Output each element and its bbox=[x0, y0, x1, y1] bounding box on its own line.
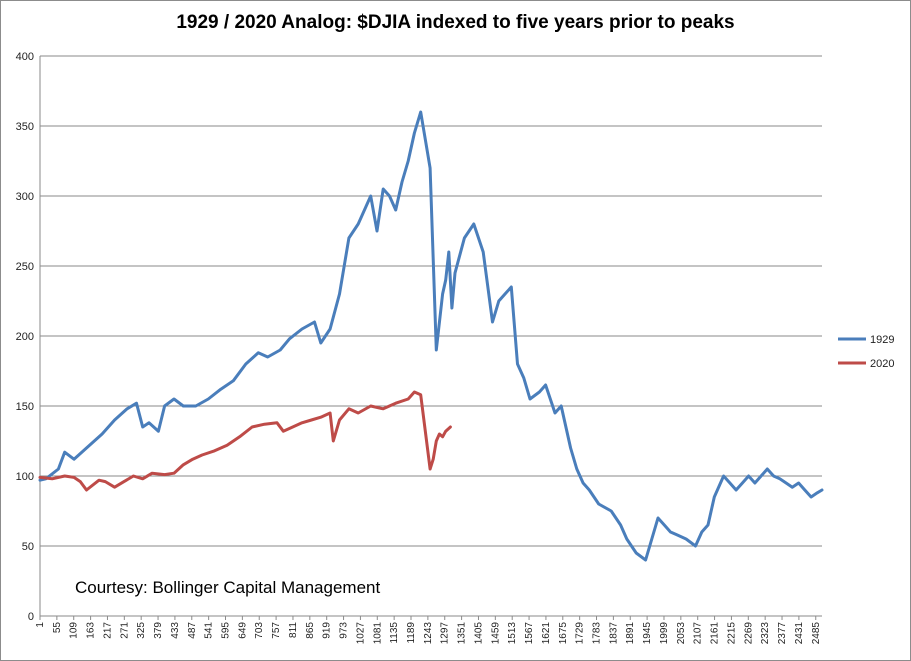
y-tick-label: 400 bbox=[16, 51, 34, 63]
x-tick-label: 1 bbox=[35, 622, 46, 628]
x-tick-label: 1243 bbox=[423, 622, 434, 645]
x-tick-label: 2053 bbox=[676, 622, 687, 645]
axes bbox=[39, 56, 822, 620]
x-tick-label: 811 bbox=[288, 622, 299, 638]
x-tick-label: 2323 bbox=[760, 622, 771, 645]
x-tick-label: 1351 bbox=[457, 622, 468, 645]
x-tick-label: 919 bbox=[322, 622, 333, 639]
y-tick-label: 250 bbox=[16, 261, 34, 273]
x-tick-label: 379 bbox=[153, 622, 164, 639]
x-tick-label: 163 bbox=[86, 622, 97, 639]
x-tick-label: 271 bbox=[119, 622, 130, 639]
x-tick-label: 1405 bbox=[473, 622, 484, 645]
x-tick-label: 1513 bbox=[507, 622, 518, 645]
x-tick-label: 649 bbox=[237, 622, 248, 639]
x-tick-label: 1675 bbox=[558, 622, 569, 645]
y-tick-label: 0 bbox=[28, 611, 34, 623]
x-tick-label: 1945 bbox=[642, 622, 653, 645]
x-tick-label: 109 bbox=[69, 622, 80, 639]
x-tick-label: 1459 bbox=[490, 622, 501, 645]
x-tick-labels: 1 55 109 163 217 271 325 379 433 487 541 595 649 703 7… bbox=[35, 622, 822, 645]
y-tick-label: 150 bbox=[16, 401, 34, 413]
y-tick-labels: 0 50 100 150 200 250 300 350 400 bbox=[16, 51, 34, 623]
x-tick-label: 1189 bbox=[406, 622, 417, 644]
x-tick-label: 757 bbox=[271, 622, 282, 639]
x-tick-label: 1567 bbox=[524, 622, 535, 645]
x-tick-label: 2377 bbox=[777, 622, 788, 645]
x-tick-label: 2107 bbox=[693, 622, 704, 645]
legend-label-1929: 1929 bbox=[870, 334, 894, 346]
y-tick-label: 200 bbox=[16, 331, 34, 343]
x-tick-label: 541 bbox=[204, 622, 215, 639]
x-tick-label: 595 bbox=[221, 622, 232, 639]
x-tick-label: 433 bbox=[170, 622, 181, 639]
gridlines bbox=[40, 55, 822, 547]
x-tick-label: 1891 bbox=[625, 622, 636, 645]
x-tick-label: 1135 bbox=[389, 622, 400, 644]
x-tick-label: 1783 bbox=[592, 622, 603, 645]
legend-label-2020: 2020 bbox=[870, 358, 894, 370]
series-line-1929 bbox=[38, 110, 824, 562]
x-tick-label: 1027 bbox=[355, 622, 366, 645]
x-tick-label: 325 bbox=[136, 622, 147, 639]
x-tick-label: 1729 bbox=[575, 622, 586, 645]
y-tick-label: 300 bbox=[16, 191, 34, 203]
x-tick-label: 865 bbox=[305, 622, 316, 639]
x-tick-label: 55 bbox=[52, 622, 63, 634]
x-tick-label: 217 bbox=[102, 622, 113, 639]
x-tick-label: 703 bbox=[254, 622, 265, 639]
y-tick-label: 350 bbox=[16, 121, 34, 133]
x-tick-label: 2485 bbox=[811, 622, 822, 645]
y-tick-label: 50 bbox=[22, 541, 34, 553]
x-tick-label: 2269 bbox=[743, 622, 754, 645]
x-tick-label: 1621 bbox=[541, 622, 552, 645]
x-tick-label: 1999 bbox=[659, 622, 670, 645]
y-tick-label: 100 bbox=[16, 471, 34, 483]
x-tick-label: 487 bbox=[187, 622, 198, 639]
legend: 1929 2020 bbox=[838, 334, 894, 370]
x-tick-label: 973 bbox=[339, 622, 350, 639]
x-tick-label: 2161 bbox=[710, 622, 721, 645]
x-tick-label: 1297 bbox=[440, 622, 451, 645]
x-tick-label: 2215 bbox=[726, 622, 737, 645]
chart-title: 1929 / 2020 Analog: $DJIA indexed to fiv… bbox=[176, 12, 735, 33]
x-tick-label: 2431 bbox=[794, 622, 805, 645]
x-tick-label: 1837 bbox=[608, 622, 619, 645]
courtesy-annotation: Courtesy: Bollinger Capital Management bbox=[75, 578, 380, 597]
x-tick-label: 1081 bbox=[372, 622, 383, 645]
series-line-2020 bbox=[38, 390, 452, 492]
series-lines bbox=[38, 110, 824, 562]
